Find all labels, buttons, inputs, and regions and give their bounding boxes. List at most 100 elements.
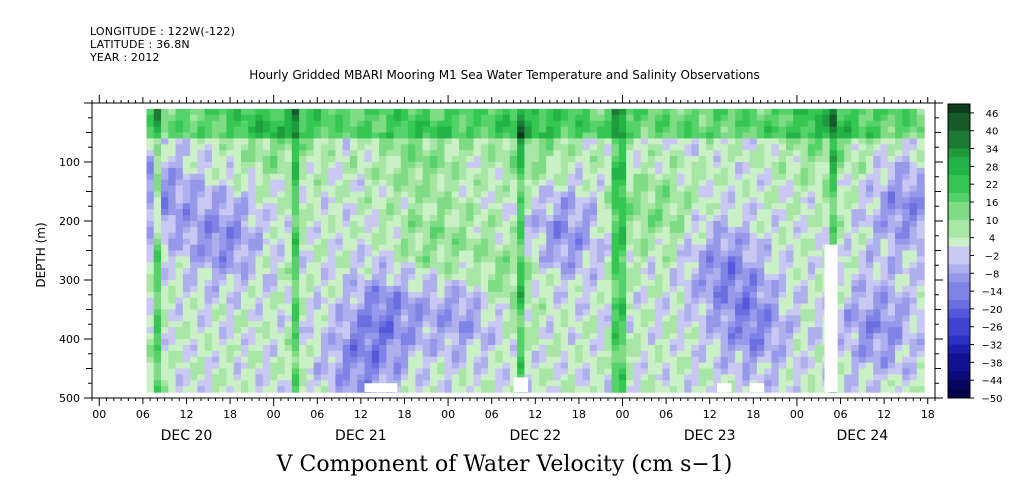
heatmap-cell	[473, 209, 482, 216]
heatmap-cell	[604, 380, 613, 387]
heatmap-cell	[815, 114, 823, 122]
heatmap-cell	[306, 297, 315, 305]
heatmap-cell	[742, 144, 751, 151]
heatmap-cell	[786, 150, 794, 157]
heatmap-cell	[400, 167, 409, 175]
heatmap-cell	[415, 280, 424, 287]
heatmap-cell	[306, 374, 315, 381]
heatmap-cell	[342, 362, 351, 370]
heatmap-cell	[524, 291, 533, 299]
heatmap-cell	[706, 362, 714, 370]
heatmap-cell	[219, 327, 228, 334]
heatmap-cell	[677, 350, 685, 358]
heatmap-cell	[299, 191, 307, 198]
heatmap-cell	[320, 350, 329, 358]
heatmap-cell	[284, 179, 293, 187]
heatmap-cell	[299, 179, 307, 187]
heatmap-cell	[735, 226, 744, 234]
heatmap-cell	[335, 250, 344, 257]
heatmap-cell	[851, 138, 860, 145]
heatmap-cell	[320, 285, 329, 293]
heatmap-cell	[618, 126, 627, 134]
heatmap-cell	[408, 221, 416, 228]
heatmap-cell	[313, 238, 322, 246]
heatmap-cell	[291, 256, 300, 263]
heatmap-cell	[589, 274, 598, 281]
heatmap-cell	[313, 368, 322, 375]
heatmap-cell	[328, 191, 337, 198]
heatmap-cell	[277, 162, 286, 169]
heatmap-cell	[429, 156, 438, 163]
heatmap-cell	[647, 120, 656, 128]
heatmap-cell	[568, 303, 576, 311]
heatmap-cell	[538, 244, 547, 252]
heatmap-cell	[335, 297, 344, 305]
heatmap-cell	[633, 339, 642, 346]
heatmap-cell	[735, 274, 744, 281]
heatmap-cell	[466, 386, 475, 393]
heatmap-cell	[822, 108, 831, 116]
heatmap-cell	[502, 191, 511, 198]
heatmap-cell	[895, 327, 903, 334]
heatmap-cell	[720, 368, 729, 375]
heatmap-cell	[437, 362, 446, 370]
heatmap-cell	[371, 327, 380, 334]
heatmap-cell	[270, 297, 278, 305]
heatmap-cell	[698, 132, 707, 139]
heatmap-cell	[756, 232, 765, 240]
heatmap-cell	[291, 380, 300, 387]
heatmap-cell	[749, 327, 758, 334]
heatmap-cell	[604, 374, 613, 381]
heatmap-cell	[669, 327, 678, 334]
heatmap-cell	[575, 291, 584, 299]
heatmap-cell	[270, 203, 278, 210]
heatmap-cell	[611, 386, 620, 393]
heatmap-cell	[546, 126, 555, 134]
heatmap-cell	[844, 209, 853, 216]
heatmap-cell	[778, 368, 787, 375]
heatmap-cell	[691, 232, 700, 240]
heatmap-cell	[240, 362, 249, 370]
heatmap-cell	[328, 144, 337, 151]
heatmap-cell	[175, 173, 184, 181]
heatmap-cell	[677, 309, 685, 316]
heatmap-cell	[393, 191, 402, 198]
heatmap-cell	[204, 173, 213, 181]
heatmap-cell	[589, 221, 598, 228]
heatmap-cell	[633, 280, 642, 287]
heatmap-cell	[459, 274, 467, 281]
heatmap-cell	[328, 262, 337, 269]
heatmap-cell	[778, 132, 787, 139]
heatmap-cell	[771, 309, 780, 316]
heatmap-cell	[422, 291, 431, 299]
heatmap-cell	[379, 297, 387, 305]
heatmap-cell	[742, 108, 751, 116]
heatmap-cell	[451, 262, 460, 269]
heatmap-cell	[248, 344, 257, 352]
heatmap-cell	[582, 185, 591, 193]
heatmap-cell	[415, 108, 424, 116]
heatmap-cell	[248, 191, 257, 198]
heatmap-cell	[284, 356, 293, 364]
heatmap-cell	[815, 380, 823, 387]
heatmap-cell	[190, 144, 198, 151]
heatmap-cell	[647, 108, 656, 116]
heatmap-cell	[466, 321, 475, 328]
heatmap-cell	[379, 344, 387, 352]
heatmap-cell	[488, 185, 496, 193]
heatmap-cell	[626, 344, 635, 352]
heatmap-cell	[211, 339, 220, 346]
heatmap-cell	[844, 203, 853, 210]
heatmap-cell	[829, 144, 838, 151]
heatmap-cell	[706, 368, 714, 375]
heatmap-cell	[495, 132, 504, 139]
heatmap-cell	[713, 179, 722, 187]
heatmap-cell	[204, 344, 213, 352]
heatmap-cell	[349, 191, 358, 198]
heatmap-cell	[168, 126, 177, 134]
heatmap-cell	[488, 197, 496, 204]
heatmap-cell	[691, 108, 700, 116]
heatmap-cell	[626, 291, 635, 299]
heatmap-cell	[582, 380, 591, 387]
heatmap-cell	[640, 203, 649, 210]
